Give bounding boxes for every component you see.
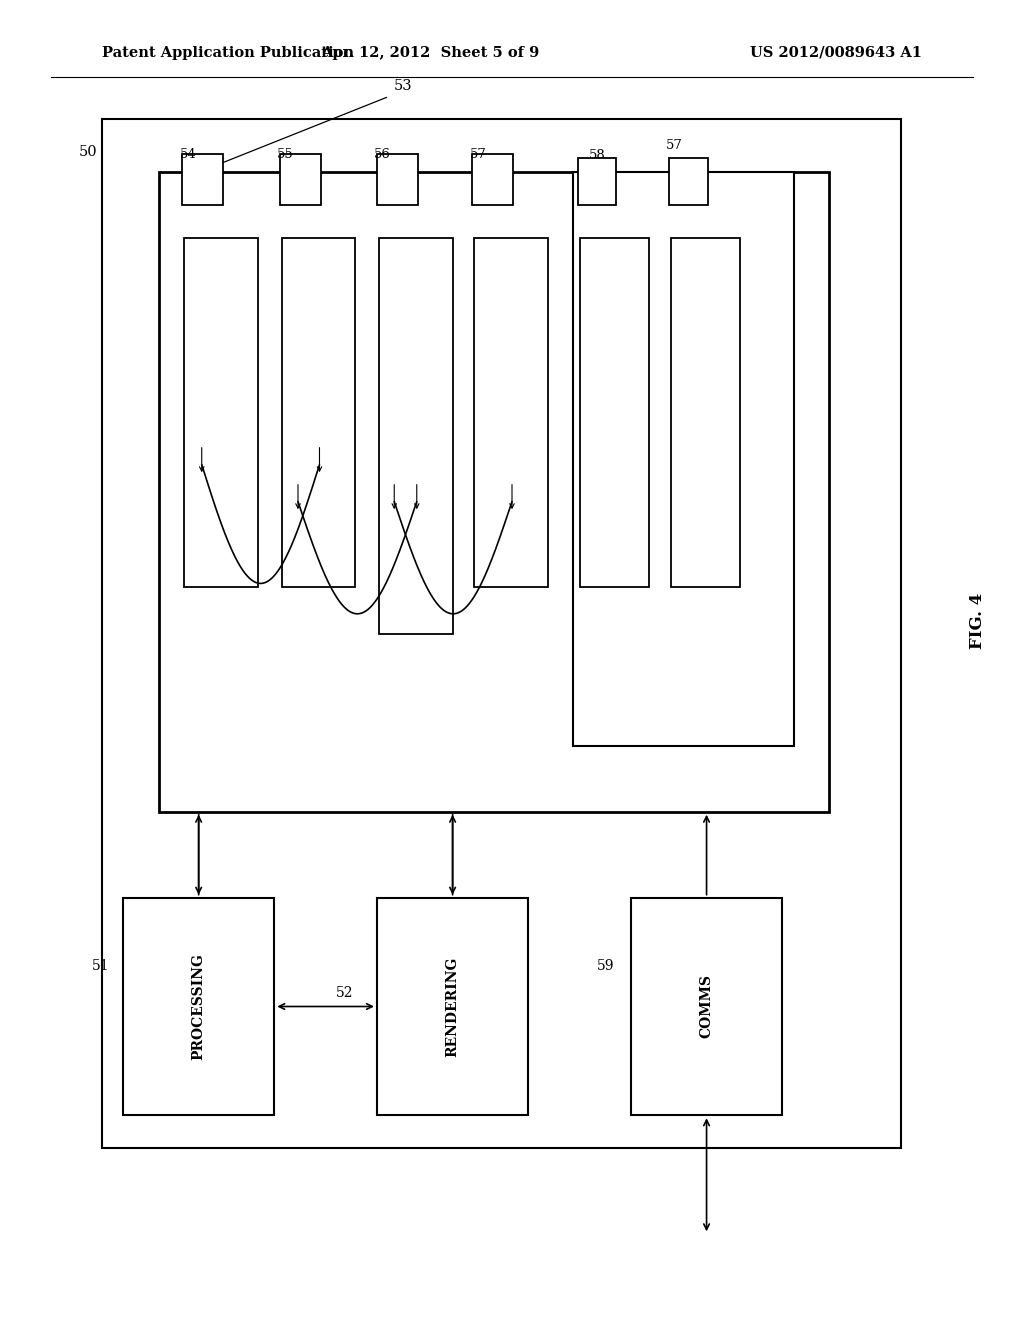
Text: 51: 51 xyxy=(92,960,110,973)
Text: Apr. 12, 2012  Sheet 5 of 9: Apr. 12, 2012 Sheet 5 of 9 xyxy=(321,46,540,59)
Bar xyxy=(474,238,548,587)
Bar xyxy=(669,158,708,205)
Bar xyxy=(282,238,355,587)
Text: COMMS: COMMS xyxy=(699,974,714,1039)
Bar xyxy=(472,154,513,205)
Text: 56: 56 xyxy=(375,148,391,161)
Text: 53: 53 xyxy=(394,79,413,92)
Bar xyxy=(671,238,740,587)
Bar xyxy=(182,154,223,205)
Bar xyxy=(184,238,258,587)
Text: 52: 52 xyxy=(336,986,353,999)
Text: RENDERING: RENDERING xyxy=(445,956,460,1057)
Bar xyxy=(280,154,321,205)
Text: 54: 54 xyxy=(180,148,197,161)
Text: FIG. 4: FIG. 4 xyxy=(970,593,986,648)
Bar xyxy=(578,158,616,205)
Text: 59: 59 xyxy=(597,960,614,973)
Text: PROCESSING: PROCESSING xyxy=(191,953,206,1060)
Text: 55: 55 xyxy=(278,148,294,161)
Text: US 2012/0089643 A1: US 2012/0089643 A1 xyxy=(750,46,922,59)
Text: 57: 57 xyxy=(667,139,683,152)
Bar xyxy=(123,898,274,1115)
Bar xyxy=(631,898,782,1115)
Bar xyxy=(102,119,901,1148)
Text: Patent Application Publication: Patent Application Publication xyxy=(102,46,354,59)
Bar xyxy=(377,898,528,1115)
Bar xyxy=(580,238,649,587)
Text: 57: 57 xyxy=(470,148,486,161)
Bar xyxy=(573,172,794,746)
Text: 58: 58 xyxy=(589,149,605,162)
Text: 50: 50 xyxy=(79,145,97,158)
Bar xyxy=(377,154,418,205)
Bar xyxy=(379,238,453,634)
Bar xyxy=(159,172,829,812)
